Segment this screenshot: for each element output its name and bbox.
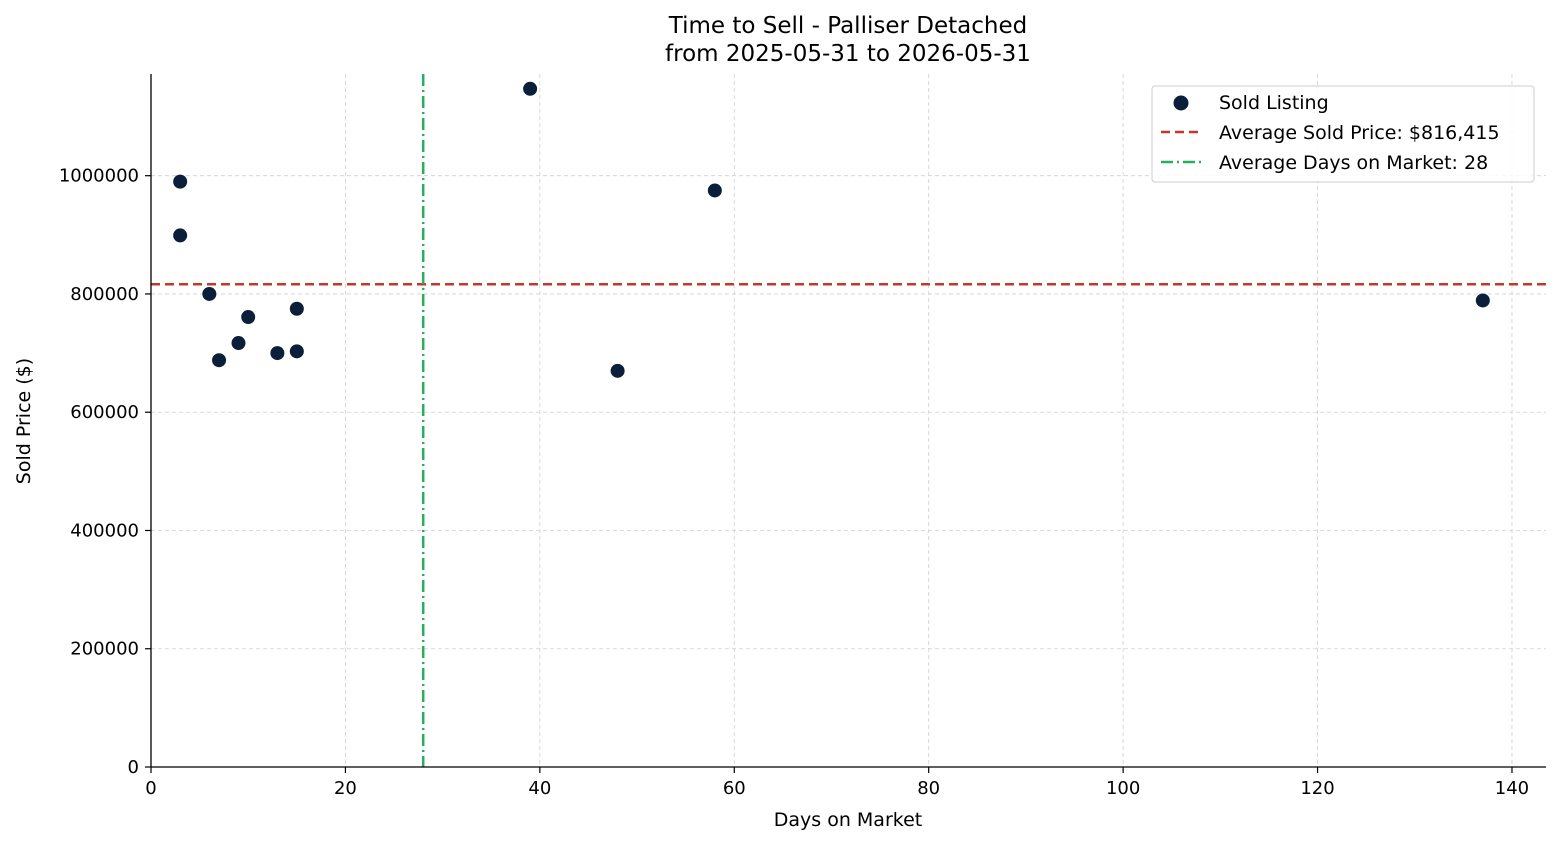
data-point: [1475, 293, 1490, 308]
y-tick-label: 1000000: [59, 166, 139, 187]
y-tick-label: 0: [128, 757, 139, 778]
data-point: [610, 363, 625, 378]
chart-subtitle: from 2025-05-31 to 2026-05-31: [665, 41, 1031, 67]
x-ticks: 0 20 40 60 80 100 120 140: [145, 767, 1529, 799]
data-point: [173, 228, 188, 243]
y-tick-label: 400000: [70, 520, 139, 541]
data-point: [707, 183, 722, 198]
legend-box: [1151, 85, 1535, 183]
chart-title: Time to Sell - Palliser Detached: [668, 13, 1027, 39]
legend-label-avg-price: Average Sold Price: $816,415: [1219, 122, 1500, 144]
data-point: [523, 81, 538, 96]
axes: [150, 74, 1546, 768]
data-point: [202, 286, 217, 301]
data-point: [173, 174, 188, 189]
y-tick-label: 200000: [70, 639, 139, 660]
x-tick-label: 100: [1106, 778, 1140, 799]
reference-lines: [151, 74, 1546, 767]
x-tick-label: 120: [1300, 778, 1334, 799]
data-point: [212, 353, 227, 368]
x-axis-label: Days on Market: [774, 809, 922, 831]
y-axis-label: Sold Price ($): [13, 358, 35, 484]
x-tick-label: 20: [334, 778, 357, 799]
legend-marker-sold-listing: [1173, 95, 1189, 111]
data-point: [289, 344, 304, 359]
x-tick-label: 40: [528, 778, 551, 799]
x-tick-label: 60: [723, 778, 746, 799]
data-point: [289, 301, 304, 316]
data-points: [173, 81, 1490, 378]
x-tick-label: 140: [1495, 778, 1529, 799]
data-point: [231, 336, 246, 351]
x-tick-label: 0: [145, 778, 156, 799]
legend-label-sold-listing: Sold Listing: [1219, 92, 1329, 114]
y-tick-label: 800000: [70, 284, 139, 305]
legend-label-avg-days: Average Days on Market: 28: [1219, 152, 1488, 174]
y-ticks: 0 200000 400000 600000 800000 1000000: [59, 166, 151, 778]
data-point: [241, 310, 256, 325]
data-point: [270, 346, 285, 361]
y-tick-label: 600000: [70, 402, 139, 423]
legend: Sold Listing Average Sold Price: $816,41…: [1151, 85, 1535, 183]
x-tick-label: 80: [917, 778, 940, 799]
